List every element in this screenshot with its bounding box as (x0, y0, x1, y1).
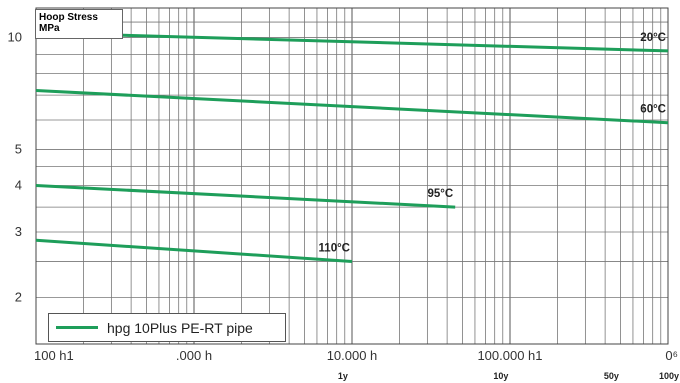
x-secondary-label: 1y (338, 371, 348, 381)
y-tick-label: 10 (8, 29, 22, 44)
x-tick-label: 0⁶ (665, 348, 678, 363)
series-label-2: 95°C (428, 188, 454, 200)
series-line-3 (35, 238, 353, 263)
x-tick-label: 100.000 h1 (477, 348, 542, 363)
x-secondary-labels: 1y 10y 50y 100y (338, 371, 679, 381)
legend: hpg 10Plus PE-RT pipe (48, 313, 286, 342)
y-axis-unit-box: Hoop Stress MPa (35, 9, 123, 39)
y-axis-label-line-2: MPa (39, 23, 60, 34)
series-line-2 (35, 184, 456, 209)
grid-lines (35, 7, 669, 345)
x-secondary-label: 10y (493, 371, 508, 381)
series-label-1: 60°C (640, 104, 666, 116)
x-tick-label: 100 h1 (34, 348, 74, 363)
x-tick-label: .000 h (176, 348, 212, 363)
x-secondary-label: 100y (659, 371, 679, 381)
series-line-0 (35, 31, 669, 53)
x-secondary-label: 50y (604, 371, 619, 381)
x-tick-label: 10.000 h (327, 348, 378, 363)
y-tick-label: 3 (15, 224, 22, 239)
legend-label: hpg 10Plus PE-RT pipe (107, 319, 253, 336)
legend-swatch (56, 326, 98, 329)
series-label-0: 20°C (640, 32, 666, 44)
x-tick-labels: 100 h1 .000 h 10.000 h 100.000 h1 0⁶ (34, 348, 678, 363)
y-tick-label: 4 (15, 178, 22, 193)
y-tick-labels: 2 3 4 5 10 (8, 29, 22, 304)
series-labels: 20°C 60°C 95°C 110°C (319, 32, 666, 255)
y-axis-label-line-1: Hoop Stress (39, 12, 98, 23)
series-lines (35, 31, 669, 263)
y-tick-label: 5 (15, 141, 22, 156)
y-tick-label: 2 (15, 290, 22, 305)
series-line-1 (35, 89, 669, 125)
series-label-3: 110°C (319, 242, 350, 254)
plot-frame (35, 7, 669, 345)
